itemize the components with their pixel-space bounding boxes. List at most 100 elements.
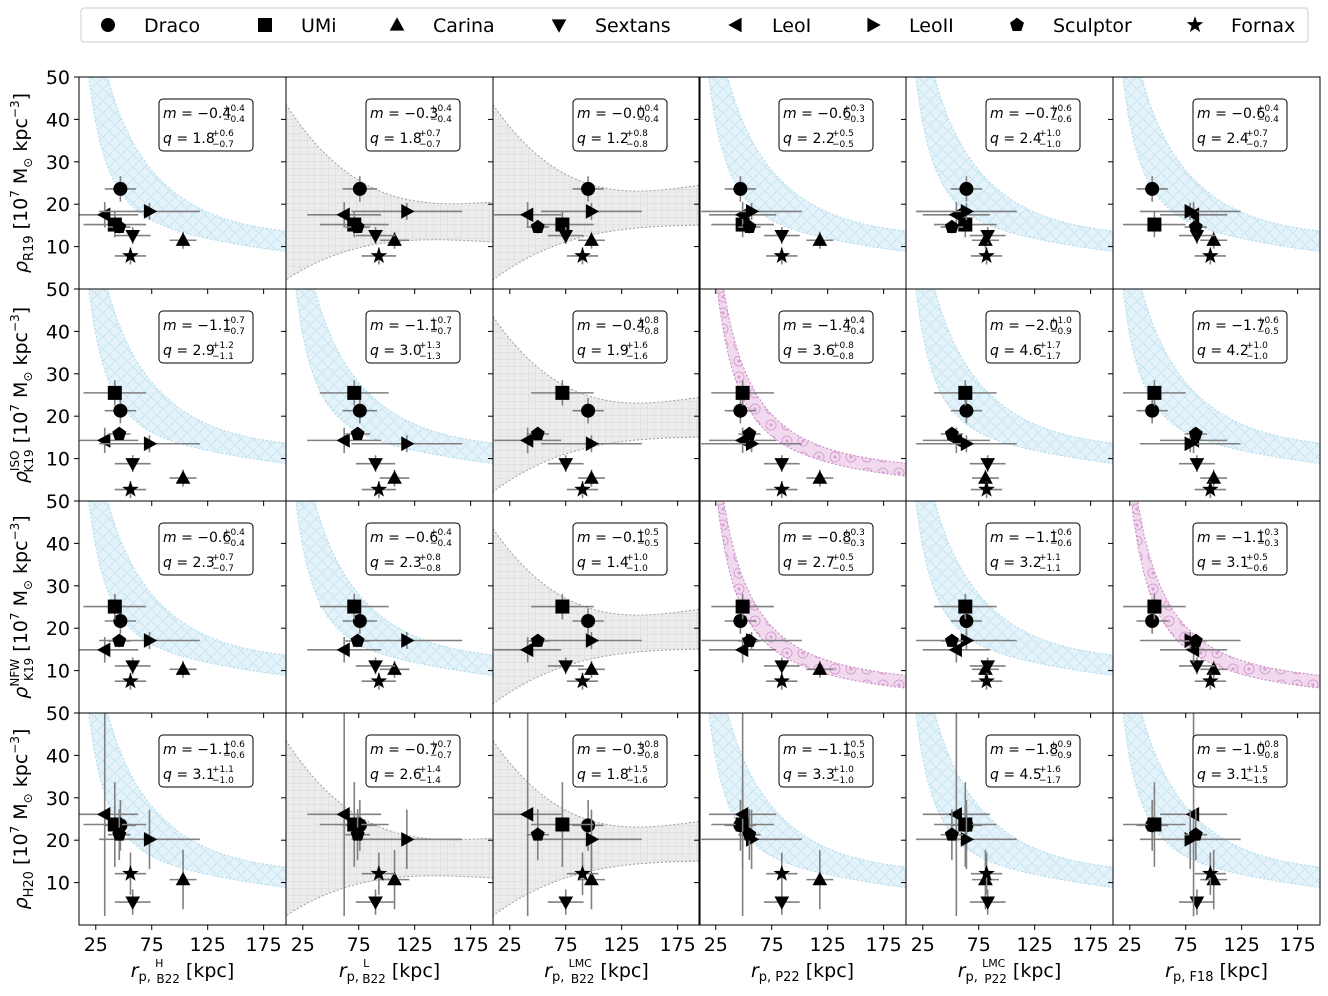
point-draco xyxy=(352,181,367,196)
fit-param-q-upper: +0.6 xyxy=(212,129,234,139)
fit-param-q: q = 3.0 xyxy=(370,343,422,359)
panel-r4-c2: m = −0.7+0.7−0.7 q = 2.6+1.4−1.4 25 75 125 17… xyxy=(281,712,494,956)
y-tick-label: 50 xyxy=(46,279,70,301)
point-sculptor xyxy=(1188,633,1203,647)
y-tick-label: 30 xyxy=(46,364,70,386)
x-tick-label: 75 xyxy=(554,934,578,956)
fit-param-m: m = −1.7 xyxy=(1197,318,1265,334)
fit-param-m: m = −0.6 xyxy=(783,106,851,122)
point-draco xyxy=(113,403,128,418)
fit-param-m-upper: +0.7 xyxy=(430,316,452,326)
point-fornax xyxy=(574,247,591,264)
panel-plot-area xyxy=(915,713,1113,917)
point-fornax xyxy=(1202,480,1219,497)
fit-param-m: m = −0.6 xyxy=(1197,106,1265,122)
point-leoii xyxy=(745,204,760,219)
fit-param-q-lower: −0.6 xyxy=(1246,564,1268,574)
panel-r4-c3: m = −0.3+0.8−0.8 q = 1.8+1.5−1.6 25 75 125 17… xyxy=(488,712,701,956)
fit-band xyxy=(708,77,906,253)
y-tick-label: 10 xyxy=(46,449,70,471)
panel-grid: m = −0.4+0.4−0.4q = 1.8+0.6−0.7102030405… xyxy=(46,67,1321,956)
point-sculptor xyxy=(112,426,127,440)
panel-plot-area xyxy=(79,501,286,690)
fit-band xyxy=(915,501,1113,677)
point-carina xyxy=(175,470,191,484)
point-fornax xyxy=(978,247,995,264)
legend-label-leoi: LeoI xyxy=(772,15,811,37)
fit-params-box xyxy=(365,98,461,152)
point-sextans xyxy=(774,896,790,910)
panel-plot-area xyxy=(493,315,700,499)
fit-param-m-upper: +0.3 xyxy=(1257,528,1279,538)
point-sextans xyxy=(980,896,996,910)
point-leoi xyxy=(948,207,962,223)
point-sextans xyxy=(774,458,790,472)
point-fornax xyxy=(978,672,995,689)
panel-frame xyxy=(492,712,701,926)
fit-params-box xyxy=(572,98,668,152)
point-leoi xyxy=(519,642,534,658)
fit-param-q-lower: −0.5 xyxy=(832,140,854,150)
fit-param-q-lower: −0.7 xyxy=(1246,140,1268,150)
point-leoi xyxy=(948,806,962,822)
point-carina xyxy=(812,232,828,246)
point-carina xyxy=(812,871,828,886)
x-tick-label: 175 xyxy=(1279,934,1315,956)
x-axis-label-col1: rp, H B22 [kpc] xyxy=(131,957,235,986)
fit-param-q: q = 1.2 xyxy=(577,131,629,147)
y-tick-label: 10 xyxy=(46,661,70,683)
fit-band xyxy=(1122,77,1320,253)
fit-param-q-upper: +1.4 xyxy=(419,765,441,775)
point-leoii xyxy=(585,204,600,219)
point-sculptor xyxy=(1188,827,1203,841)
point-leoii xyxy=(143,436,158,452)
point-umi xyxy=(107,817,122,832)
fit-param-q-lower: −1.0 xyxy=(1246,352,1268,362)
point-draco xyxy=(733,613,748,628)
fit-param-q-upper: +0.8 xyxy=(419,553,441,563)
y-tick-label: 50 xyxy=(46,703,70,725)
point-umi xyxy=(107,599,122,614)
point-draco xyxy=(959,613,974,628)
fit-band xyxy=(295,289,493,465)
point-sextans xyxy=(125,660,141,674)
panel-plot-area xyxy=(915,501,1113,690)
fit-band xyxy=(88,289,286,465)
point-sculptor xyxy=(742,426,757,440)
y-tick-label: 40 xyxy=(46,109,70,131)
fit-params-box xyxy=(365,310,461,364)
point-fornax xyxy=(370,247,388,264)
fit-param-q-upper: +1.5 xyxy=(1246,765,1268,775)
fit-params-box xyxy=(778,734,874,788)
fit-param-m-upper: +0.5 xyxy=(843,740,865,750)
fit-param-q-upper: +0.7 xyxy=(419,129,441,139)
fit-param-q-upper: +0.8 xyxy=(832,341,854,351)
legend-entry: Sextans xyxy=(551,15,671,37)
fit-param-m: m = −1.4 xyxy=(783,318,851,334)
fit-param-q-lower: −0.7 xyxy=(419,140,441,150)
fit-param-m-upper: +0.4 xyxy=(843,316,865,326)
fit-param-q: q = 4.5 xyxy=(990,767,1042,783)
fit-param-m-lower: −0.8 xyxy=(1257,751,1279,761)
y-tick-label: 10 xyxy=(46,873,70,895)
fit-param-m: m = −1.1 xyxy=(163,742,231,758)
fit-param-q-upper: +1.0 xyxy=(1246,341,1268,351)
fit-param-m-lower: −0.4 xyxy=(843,327,865,337)
point-leoii xyxy=(1184,204,1198,219)
fit-param-q-upper: +1.5 xyxy=(626,765,648,775)
panel-plot-area xyxy=(915,289,1113,499)
panel-r3-c5: m = −1.1+0.6−0.6 q = 3.2+1.1−1.1 xyxy=(901,500,1114,718)
fit-param-q-upper: +0.7 xyxy=(212,553,234,563)
fit-param-m-upper: +0.4 xyxy=(430,104,452,114)
y-tick-label: 30 xyxy=(46,788,70,810)
fit-param-m-lower: −0.8 xyxy=(637,751,659,761)
panel-r1-c1: m = −0.4+0.4−0.4 q = 1.8+0.6−0.7 10 20 30 40 5… xyxy=(46,67,287,294)
point-sextans xyxy=(980,458,996,472)
point-leoii xyxy=(143,633,158,648)
point-sextans xyxy=(1189,896,1205,910)
y-axis-labels: ρR19 [107 M⊙ kpc−3] ρISOK19 [107 M⊙ kpc−3… xyxy=(8,93,37,909)
point-sculptor xyxy=(944,827,959,841)
fit-param-q-upper: +1.1 xyxy=(1039,553,1061,563)
point-leoi xyxy=(519,433,534,448)
fit-band xyxy=(716,501,906,689)
